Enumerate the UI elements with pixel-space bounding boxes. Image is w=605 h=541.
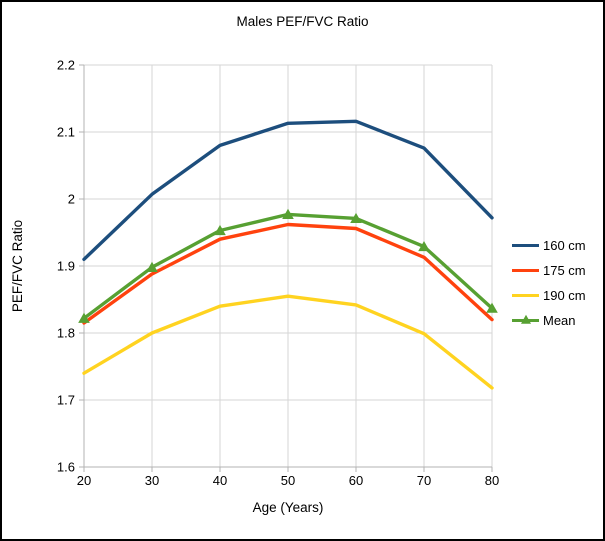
- legend-label: 160 cm: [543, 238, 586, 253]
- chart-legend: 160 cm 175 cm 190 cm Mean: [512, 233, 586, 333]
- x-tick-label: 70: [417, 473, 431, 488]
- legend-item: 160 cm: [512, 233, 586, 258]
- x-tick-label: 50: [281, 473, 295, 488]
- legend-line-swatch: [512, 243, 539, 248]
- legend-item: 175 cm: [512, 258, 586, 283]
- y-tick-label: 1.8: [57, 326, 75, 341]
- mean-triangle-marker: [146, 261, 158, 272]
- chart-title: Males PEF/FVC Ratio: [236, 14, 369, 29]
- legend-label: 175 cm: [543, 263, 586, 278]
- y-tick-label: 1.7: [57, 393, 75, 408]
- x-tick-label: 80: [485, 473, 499, 488]
- y-tick-label: 1.6: [57, 460, 75, 475]
- legend-item: 190 cm: [512, 283, 586, 308]
- mean-triangle-marker: [418, 240, 430, 252]
- series-line-190-cm: [82, 294, 494, 390]
- y-tick-label: 2.1: [57, 125, 75, 140]
- mean-triangle-marker: [78, 312, 90, 323]
- x-tick-label: 30: [145, 473, 159, 488]
- y-tick-label: 1.9: [57, 259, 75, 274]
- triangle-marker-icon: [520, 315, 531, 325]
- x-axis-title: Age (Years): [253, 500, 324, 515]
- y-tick-label: 2: [68, 192, 75, 207]
- legend-label: Mean: [543, 313, 576, 328]
- legend-label: 190 cm: [543, 288, 586, 303]
- y-axis-title: PEF/FVC Ratio: [10, 220, 25, 312]
- x-tick-label: 60: [349, 473, 363, 488]
- x-tick-label: 20: [77, 473, 91, 488]
- x-tick-label: 40: [213, 473, 227, 488]
- y-tick-label: 2.2: [57, 58, 75, 73]
- mean-triangle-marker: [282, 208, 294, 220]
- legend-line-swatch: [512, 315, 539, 325]
- legend-line-swatch: [512, 293, 539, 298]
- legend-line-swatch: [512, 268, 539, 273]
- series-line-175-cm: [82, 222, 494, 325]
- legend-item: Mean: [512, 308, 586, 333]
- series-line-160-cm: [82, 119, 494, 261]
- mean-triangle-marker: [214, 224, 226, 236]
- mean-triangle-marker: [486, 302, 498, 313]
- mean-triangle-marker: [350, 212, 362, 224]
